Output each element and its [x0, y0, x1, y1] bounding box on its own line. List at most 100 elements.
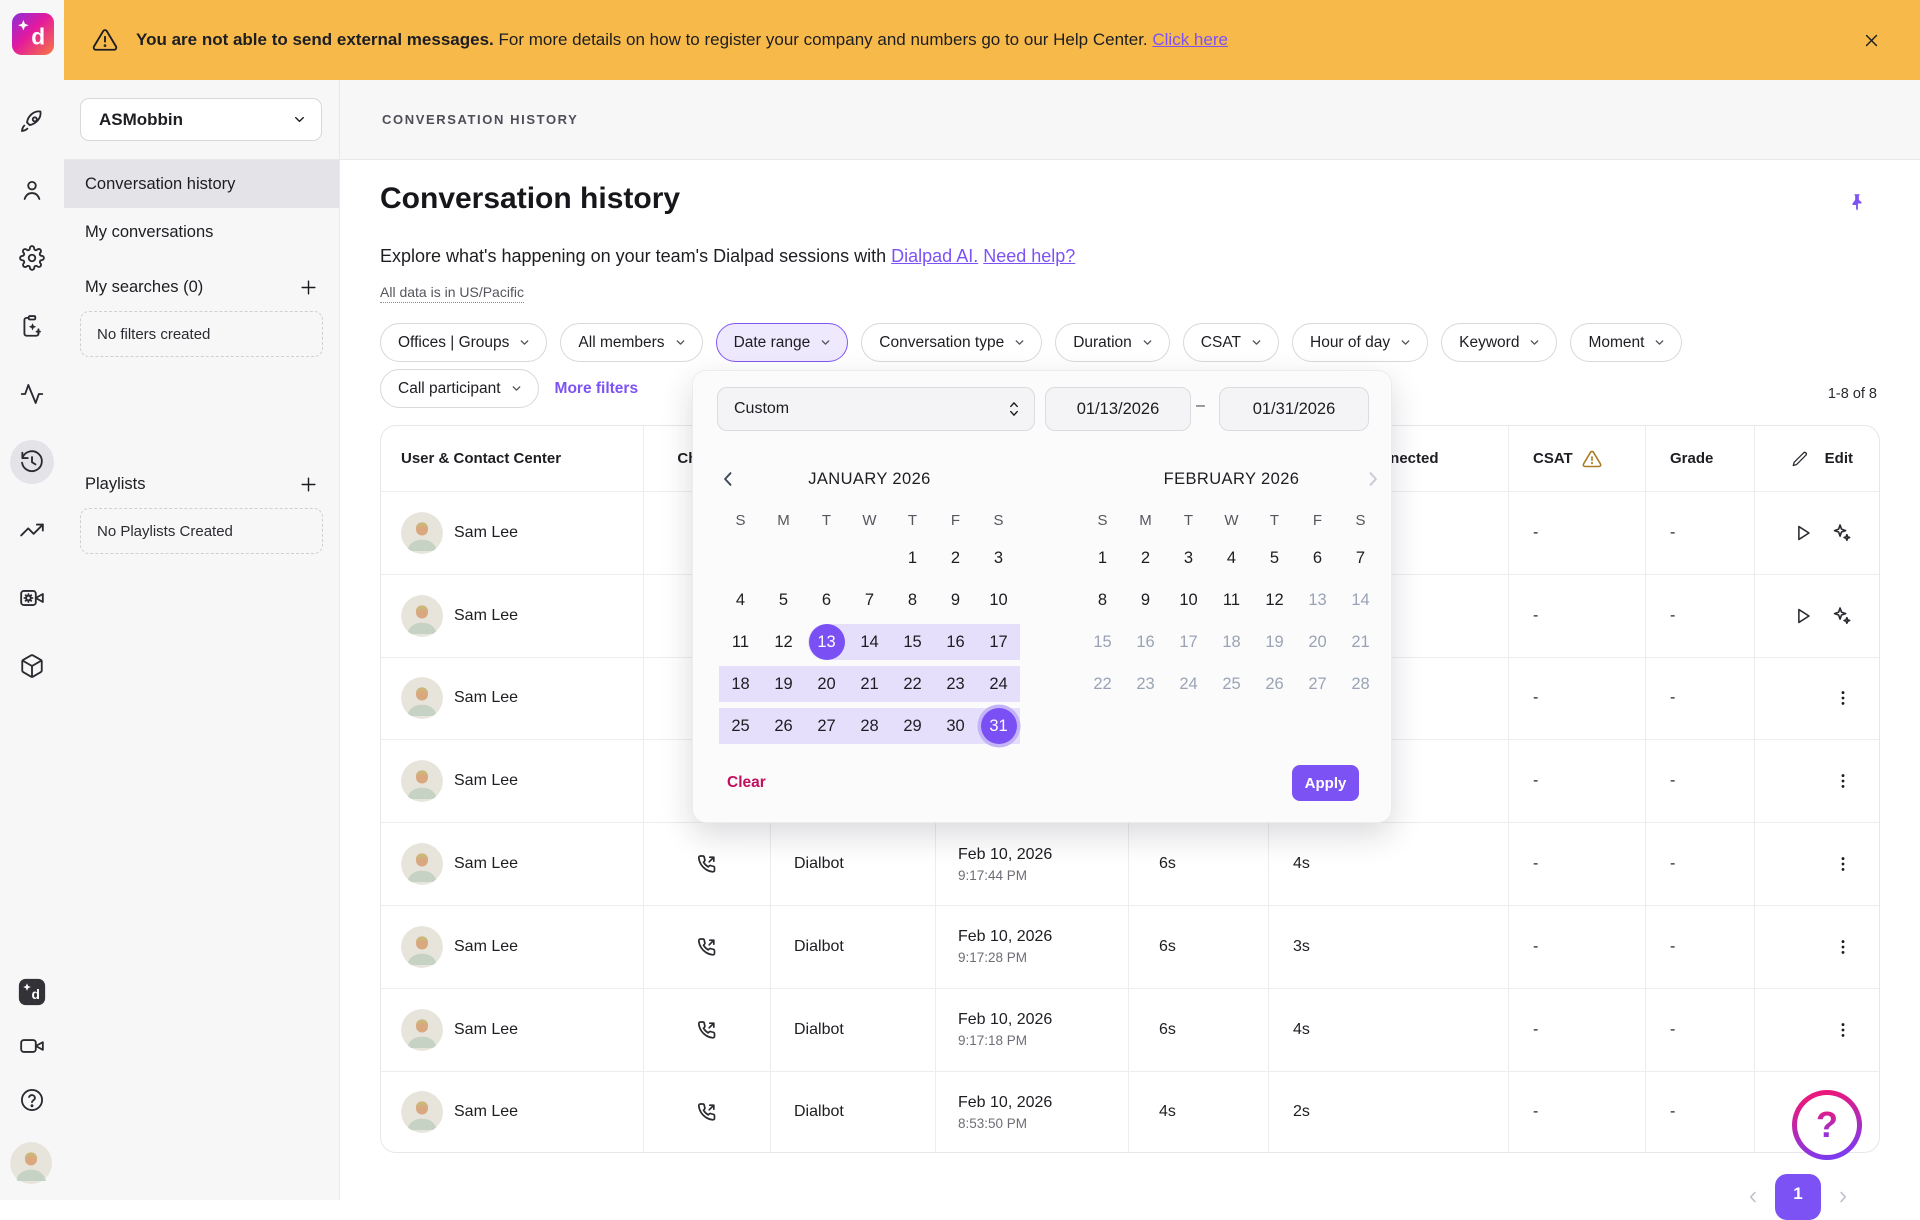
- calendar-day-8[interactable]: 8: [891, 579, 934, 621]
- calendar-day-23[interactable]: 23: [934, 663, 977, 705]
- clear-button[interactable]: Clear: [727, 774, 766, 792]
- rail-item-rocket[interactable]: [10, 100, 54, 144]
- calendar-day-24[interactable]: 24: [977, 663, 1020, 705]
- calendar-day-15[interactable]: 15: [891, 621, 934, 663]
- calendar-day-1[interactable]: 1: [1081, 537, 1124, 579]
- calendar-day-11[interactable]: 11: [719, 621, 762, 663]
- chevron-right-icon[interactable]: [1834, 1188, 1852, 1206]
- calendar-day-7[interactable]: 7: [848, 579, 891, 621]
- calendar-day-28[interactable]: 28: [848, 705, 891, 747]
- preset-select[interactable]: Custom: [717, 387, 1035, 431]
- kebab-icon[interactable]: [1833, 854, 1853, 874]
- rail-item-question-circle[interactable]: [10, 1078, 54, 1122]
- kebab-icon[interactable]: [1833, 771, 1853, 791]
- filter-chip-conversation-type[interactable]: Conversation type: [861, 323, 1042, 362]
- rail-item-gear[interactable]: [10, 236, 54, 280]
- calendar-prev-icon[interactable]: [715, 466, 741, 492]
- calendar-day-8[interactable]: 8: [1081, 579, 1124, 621]
- sidebar-item-my-conversations[interactable]: My conversations: [64, 208, 339, 256]
- rail-item-trending-up[interactable]: [10, 508, 54, 552]
- banner-click-here-link[interactable]: Click here: [1152, 30, 1228, 49]
- calendar-day-16[interactable]: 16: [934, 621, 977, 663]
- play-icon[interactable]: [1792, 605, 1814, 627]
- filter-chip-date-range[interactable]: Date range: [716, 323, 849, 362]
- filter-chip-moment[interactable]: Moment: [1570, 323, 1682, 362]
- calendar-day-17[interactable]: 17: [977, 621, 1020, 663]
- calendar-day-21[interactable]: 21: [848, 663, 891, 705]
- plus-icon[interactable]: [299, 278, 318, 297]
- calendar-day-7[interactable]: 7: [1339, 537, 1382, 579]
- rail-item-cube[interactable]: [10, 644, 54, 688]
- calendar-day-10[interactable]: 10: [1167, 579, 1210, 621]
- sparkle-ai-icon[interactable]: [1830, 521, 1853, 544]
- filter-chip-call-participant[interactable]: Call participant: [380, 369, 539, 408]
- sidebar-item-conversation-history[interactable]: Conversation history: [64, 160, 339, 208]
- rail-item-history-clock[interactable]: [10, 440, 54, 484]
- kebab-icon[interactable]: [1833, 1020, 1853, 1040]
- filter-chip-duration[interactable]: Duration: [1055, 323, 1170, 362]
- calendar-day-20[interactable]: 20: [805, 663, 848, 705]
- rail-item-pulse[interactable]: [10, 372, 54, 416]
- calendar-day-12[interactable]: 12: [1253, 579, 1296, 621]
- filter-chip-keyword[interactable]: Keyword: [1441, 323, 1557, 362]
- help-button[interactable]: ?: [1792, 1090, 1862, 1160]
- sparkle-ai-icon[interactable]: [1830, 604, 1853, 627]
- calendar-day-12[interactable]: 12: [762, 621, 805, 663]
- rail-item-video-gear[interactable]: [10, 576, 54, 620]
- filter-chip-offices-groups[interactable]: Offices | Groups: [380, 323, 547, 362]
- calendar-day-22[interactable]: 22: [891, 663, 934, 705]
- calendar-day-27[interactable]: 27: [805, 705, 848, 747]
- date-from-input[interactable]: [1045, 387, 1191, 431]
- calendar-day-31[interactable]: 31: [977, 705, 1020, 747]
- calendar-day-6[interactable]: 6: [805, 579, 848, 621]
- filter-chip-hour-of-day[interactable]: Hour of day: [1292, 323, 1428, 362]
- calendar-day-11[interactable]: 11: [1210, 579, 1253, 621]
- calendar-day-2[interactable]: 2: [1124, 537, 1167, 579]
- rail-item-clipboard-sparkle[interactable]: [10, 304, 54, 348]
- profile-avatar[interactable]: [10, 1142, 54, 1186]
- calendar-day-30[interactable]: 30: [934, 705, 977, 747]
- kebab-icon[interactable]: [1833, 688, 1853, 708]
- calendar-day-29[interactable]: 29: [891, 705, 934, 747]
- calendar-day-10[interactable]: 10: [977, 579, 1020, 621]
- calendar-day-6[interactable]: 6: [1296, 537, 1339, 579]
- calendar-day-9[interactable]: 9: [1124, 579, 1167, 621]
- kebab-icon[interactable]: [1833, 937, 1853, 957]
- date-to-input[interactable]: [1219, 387, 1369, 431]
- close-icon[interactable]: [1863, 32, 1880, 49]
- calendar-day-4[interactable]: 4: [719, 579, 762, 621]
- calendar-day-9[interactable]: 9: [934, 579, 977, 621]
- rail-item-dialpad-badge[interactable]: d: [10, 970, 54, 1014]
- dialpad-ai-link[interactable]: Dialpad AI.: [891, 246, 978, 266]
- page-1-button[interactable]: 1: [1775, 1174, 1821, 1220]
- play-icon[interactable]: [1792, 522, 1814, 544]
- calendar-day-13[interactable]: 13: [805, 621, 848, 663]
- chevron-left-icon[interactable]: [1744, 1188, 1762, 1206]
- filter-chip-all-members[interactable]: All members: [560, 323, 702, 362]
- rail-item-person[interactable]: [10, 168, 54, 212]
- calendar-day-5[interactable]: 5: [1253, 537, 1296, 579]
- calendar-day-18[interactable]: 18: [719, 663, 762, 705]
- apply-button[interactable]: Apply: [1292, 765, 1359, 801]
- plus-icon[interactable]: [299, 475, 318, 494]
- calendar-day-2[interactable]: 2: [934, 537, 977, 579]
- calendar-day-3[interactable]: 3: [977, 537, 1020, 579]
- calendar-day-14[interactable]: 14: [848, 621, 891, 663]
- calendar-day-26[interactable]: 26: [762, 705, 805, 747]
- dialpad-logo[interactable]: d: [12, 13, 54, 55]
- need-help-link[interactable]: Need help?: [983, 246, 1075, 266]
- calendar-day-1[interactable]: 1: [891, 537, 934, 579]
- calendar-day-25[interactable]: 25: [719, 705, 762, 747]
- calendar-day-5[interactable]: 5: [762, 579, 805, 621]
- rail-item-video-camera[interactable]: [10, 1024, 54, 1068]
- more-filters-link[interactable]: More filters: [555, 380, 639, 398]
- workspace-selector[interactable]: ASMobbin: [80, 98, 322, 141]
- calendar-day-4[interactable]: 4: [1210, 537, 1253, 579]
- calendar-day-3[interactable]: 3: [1167, 537, 1210, 579]
- filter-chip-csat[interactable]: CSAT: [1183, 323, 1279, 362]
- pin-icon[interactable]: [1846, 192, 1868, 214]
